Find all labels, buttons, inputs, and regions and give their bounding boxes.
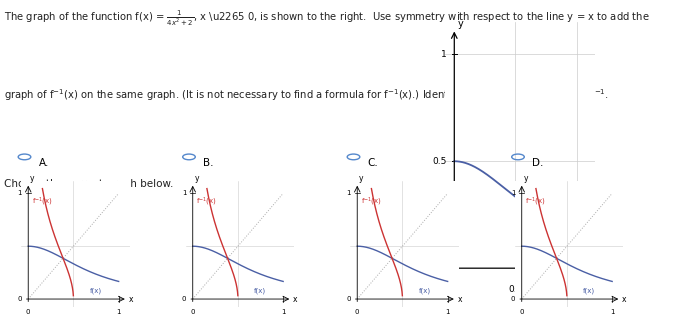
Text: 0: 0	[182, 296, 186, 302]
Text: f(x): f(x)	[254, 288, 266, 294]
Text: 1: 1	[18, 191, 22, 196]
Text: graph of f$^{-1}$(x) on the same graph. (It is not necessary to find a formula f: graph of f$^{-1}$(x) on the same graph. …	[4, 87, 609, 103]
Text: 0: 0	[18, 296, 22, 302]
Text: C.: C.	[368, 158, 378, 168]
Text: y: y	[30, 174, 34, 183]
Text: x: x	[594, 263, 599, 273]
Text: x: x	[622, 294, 626, 304]
Text: 1: 1	[182, 191, 186, 196]
Text: f$^{-1}$(x): f$^{-1}$(x)	[196, 196, 218, 208]
Text: 0.5: 0.5	[508, 285, 523, 294]
Text: 1: 1	[445, 308, 450, 314]
Text: 1: 1	[116, 308, 121, 314]
Text: f$^{-1}$(x): f$^{-1}$(x)	[361, 196, 382, 208]
Text: 0: 0	[452, 285, 457, 294]
Text: f(x): f(x)	[419, 288, 430, 294]
Text: 0: 0	[519, 308, 524, 314]
Text: 0: 0	[190, 308, 195, 314]
Text: The graph of the function f(x) = $\frac{1}{4x^2+2}$, x \u2265 0, is shown to the: The graph of the function f(x) = $\frac{…	[4, 9, 650, 28]
Text: y: y	[524, 174, 528, 183]
Text: D.: D.	[532, 158, 543, 168]
Text: x: x	[293, 294, 298, 304]
Text: f(x): f(x)	[583, 288, 595, 294]
Text: 0: 0	[355, 308, 360, 314]
Text: 1: 1	[574, 285, 580, 294]
Text: 0: 0	[346, 296, 351, 302]
Text: B.: B.	[203, 158, 214, 168]
Text: f$^{-1}$(x): f$^{-1}$(x)	[32, 196, 53, 208]
Text: 0.5: 0.5	[433, 157, 447, 166]
Text: y: y	[195, 174, 199, 183]
Text: y: y	[359, 174, 363, 183]
Text: x: x	[458, 294, 462, 304]
Text: 1: 1	[441, 50, 447, 59]
Text: f$^{-1}$(x): f$^{-1}$(x)	[525, 196, 547, 208]
Text: 0: 0	[511, 296, 515, 302]
Text: A.: A.	[38, 158, 49, 168]
Text: 1: 1	[346, 191, 351, 196]
Text: 1: 1	[610, 308, 615, 314]
Text: 1: 1	[281, 308, 286, 314]
Text: f(x): f(x)	[90, 288, 102, 294]
Text: y: y	[458, 19, 463, 29]
Text: 0: 0	[26, 308, 31, 314]
Text: x: x	[129, 294, 133, 304]
Text: 1: 1	[511, 191, 515, 196]
Text: Choose the correct graph below.: Choose the correct graph below.	[4, 179, 174, 190]
